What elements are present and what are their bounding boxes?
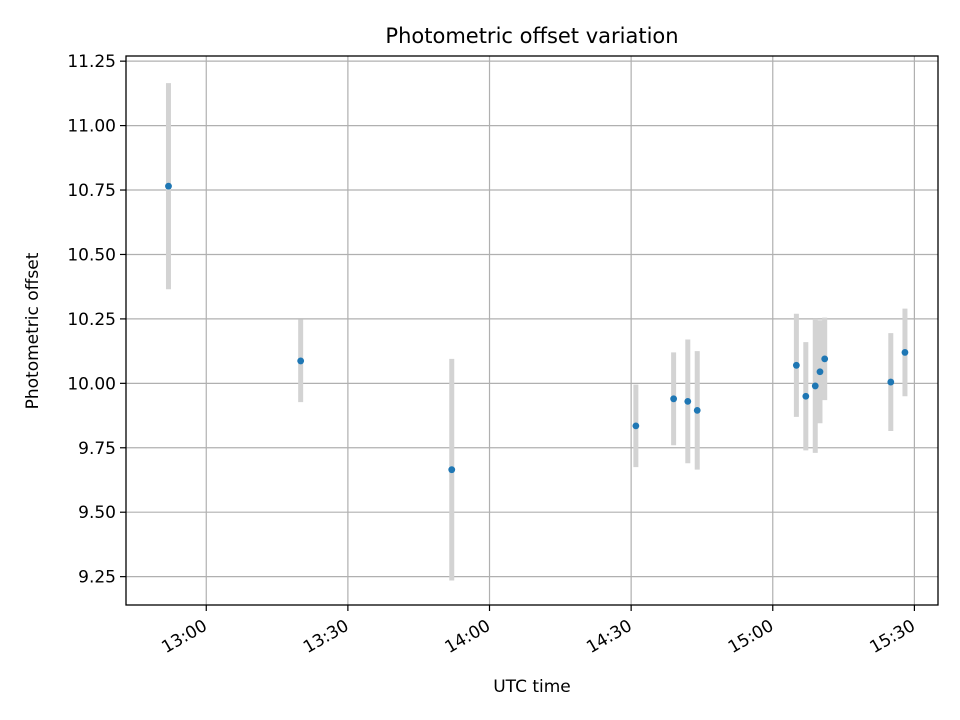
data-point [792, 361, 800, 369]
chart-title: Photometric offset variation [385, 24, 678, 48]
y-tick-label: 11.25 [67, 52, 116, 72]
y-tick-label: 11.00 [67, 117, 116, 137]
data-point [816, 368, 824, 376]
grid [126, 56, 938, 605]
data-point [297, 357, 305, 365]
y-axis-title: Photometric offset [23, 252, 43, 409]
plot-frame [125, 55, 939, 606]
y-tick-label: 10.50 [67, 245, 116, 265]
data-point [901, 349, 909, 356]
data-point [811, 382, 819, 390]
data-points [165, 182, 909, 474]
data-point [887, 378, 895, 386]
data-point [632, 422, 640, 430]
y-tick-label: 10.25 [67, 310, 116, 330]
data-point [802, 392, 810, 400]
data-point [670, 395, 678, 403]
y-tick-label: 10.75 [67, 181, 116, 201]
y-axis: 9.25 9.50 9.75 10.00 10.25 10.50 10.75 11.00 11.… [67, 52, 126, 588]
data-point [165, 182, 172, 190]
data-point [448, 466, 456, 474]
y-tick-label: 9.50 [78, 503, 116, 523]
data-point [693, 407, 701, 414]
data-point [684, 397, 692, 405]
x-axis-title: UTC time [493, 677, 571, 697]
data-point [821, 355, 829, 363]
y-tick-label: 10.00 [67, 374, 116, 394]
y-tick-label: 9.75 [78, 439, 116, 459]
y-tick-label: 9.25 [78, 568, 116, 588]
